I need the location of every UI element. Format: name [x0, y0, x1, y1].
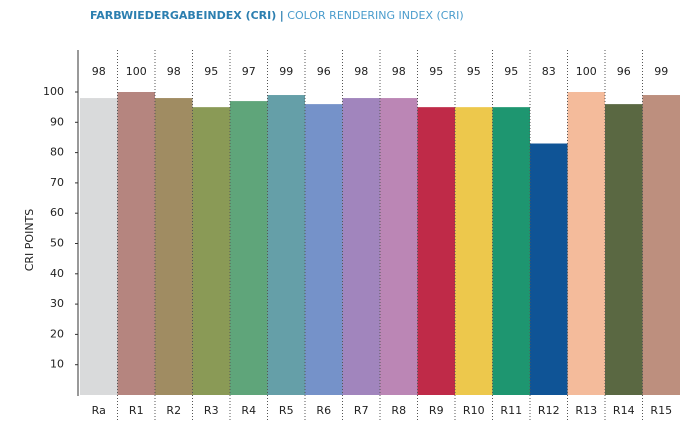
x-tick-label: R11: [500, 404, 522, 417]
y-tick-label: 40: [50, 267, 64, 280]
x-tick-label: R10: [463, 404, 485, 417]
y-tick-label: 50: [50, 237, 64, 250]
y-tick-label: 10: [50, 358, 64, 371]
y-tick-label: 60: [50, 206, 64, 219]
value-label: 95: [467, 65, 481, 78]
x-tick-label: R6: [316, 404, 331, 417]
x-tick-label: Ra: [92, 404, 106, 417]
value-label: 96: [317, 65, 331, 78]
value-label: 95: [429, 65, 443, 78]
bar: [605, 104, 643, 396]
value-label: 97: [242, 65, 256, 78]
x-tick-label: R7: [354, 404, 369, 417]
value-label: 95: [204, 65, 218, 78]
chart-title: FARBWIEDERGABEINDEX (CRI) | COLOR RENDER…: [90, 9, 464, 22]
bar: [230, 101, 268, 395]
value-label: 96: [617, 65, 631, 78]
title-separator: |: [280, 9, 284, 22]
bar: [342, 98, 380, 395]
x-tick-label: R2: [166, 404, 181, 417]
x-tick-label: R8: [391, 404, 406, 417]
bar: [380, 98, 418, 395]
x-tick-label: R3: [204, 404, 219, 417]
y-tick-label: 90: [50, 115, 64, 128]
value-label: 99: [279, 65, 293, 78]
x-tick-label: R5: [279, 404, 294, 417]
value-label: 98: [92, 65, 106, 78]
x-tick-label: R15: [650, 404, 672, 417]
bar: [305, 104, 343, 396]
bar: [267, 95, 305, 395]
x-tick-label: R1: [129, 404, 144, 417]
bar: [530, 143, 568, 395]
x-tick-label: R9: [429, 404, 444, 417]
y-tick-label: 20: [50, 327, 64, 340]
y-tick-label: 30: [50, 297, 64, 310]
x-tick-label: R14: [613, 404, 635, 417]
bar: [192, 107, 230, 396]
bar: [455, 107, 493, 396]
bar: [567, 92, 605, 395]
subtitle: COLOR RENDERING INDEX (CRI): [287, 9, 463, 22]
x-tick-label: R13: [575, 404, 597, 417]
bar: [80, 98, 118, 395]
value-label: 98: [392, 65, 406, 78]
y-tick-label: 80: [50, 146, 64, 159]
value-label: 99: [654, 65, 668, 78]
value-label: 100: [126, 65, 147, 78]
bar: [155, 98, 193, 395]
x-tick-label: R12: [538, 404, 560, 417]
title-main: FARBWIEDERGABEINDEX (CRI): [90, 9, 276, 22]
y-tick-label: 100: [43, 85, 64, 98]
bar: [117, 92, 155, 395]
value-label: 83: [542, 65, 556, 78]
y-tick-label: 70: [50, 176, 64, 189]
value-label: 95: [504, 65, 518, 78]
bar: [492, 107, 530, 396]
x-tick-label: R4: [241, 404, 256, 417]
y-axis-label: CRI POINTS: [23, 209, 36, 272]
bar: [417, 107, 455, 396]
value-label: 100: [576, 65, 597, 78]
value-label: 98: [167, 65, 181, 78]
bar: [642, 95, 680, 395]
value-label: 98: [354, 65, 368, 78]
